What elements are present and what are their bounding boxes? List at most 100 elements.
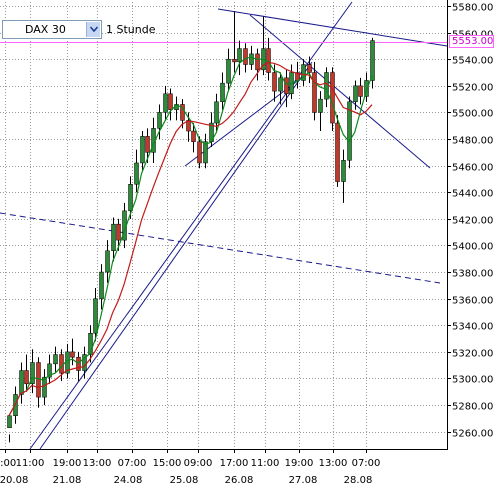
candlestick [24,354,29,392]
candlestick [191,123,196,153]
time-axis-label: 07:00 [352,458,381,469]
candlestick [364,72,369,102]
candlestick [341,149,346,203]
candlestick [335,115,340,187]
trendline [217,8,448,47]
candlestick [88,325,93,363]
time-axis-label: 5:00 [0,458,16,469]
time-axis-label: 13:00 [83,458,112,469]
moving-average-fast [8,56,373,416]
timeframe-label: 1 Stunde [106,22,156,36]
candlestick [266,37,271,81]
candlestick [232,11,237,73]
price-axis-label: 5500.00 [452,109,493,120]
candlestick [111,217,116,262]
current-price-badge: 5553.00 [449,35,494,48]
candlestick [358,77,363,105]
time-axis-label: 19:00 [285,458,314,469]
candlestick [157,104,162,140]
candlestick [36,357,41,408]
price-axis-label: 5260.00 [452,429,493,440]
axes [0,0,451,453]
candlestick [70,338,75,366]
moving-average-slow [8,61,373,416]
candlestick [13,386,18,424]
candlestick [237,40,242,76]
price-axis-label: 5320.00 [452,349,493,360]
candlestick [278,72,283,105]
candlestick [370,37,375,89]
candlestick [42,369,47,406]
candlestick [318,91,323,132]
candlestick [53,346,58,372]
candlestick [93,288,98,342]
candlestick [289,64,294,100]
candlestick [324,67,329,108]
trendline [0,212,441,284]
price-axis-labels: 5580.005560.005540.005520.005500.005480.… [452,3,493,440]
date-axis-label: 28.08 [344,475,373,486]
price-axis-label: 5400.00 [452,242,493,253]
time-axis-label: 09:00 [184,458,213,469]
candlestick [203,133,208,169]
time-axis-label: 17:00 [220,458,249,469]
candlestick [353,80,358,110]
candlestick [7,415,12,443]
symbol-select[interactable]: DAX 30 [2,19,102,39]
chevron-down-icon[interactable] [86,21,100,37]
price-axis-label: 5300.00 [452,375,493,386]
candlestick [47,354,52,384]
date-axis-label: 21.08 [53,475,82,486]
price-axis-label: 5440.00 [452,189,493,200]
price-axis-label: 5520.00 [452,83,493,94]
candlestick [255,48,260,81]
date-axis-label: 20.08 [0,475,28,486]
time-axis-label: 13:00 [319,458,348,469]
candlestick [105,240,110,283]
candlestick [220,72,225,110]
time-axis-label: 11:00 [251,458,280,469]
candlestick [99,264,104,310]
candlestick [19,362,24,404]
candlesticks [7,11,375,443]
time-axis-label: 11:00 [16,458,45,469]
trendline [249,14,431,169]
candlestick [312,61,317,121]
date-axis-label: 26.08 [225,475,254,486]
candlestick [301,59,306,86]
candlestick [82,346,87,379]
candlestick [307,56,312,84]
candlestick [134,149,139,193]
time-axis-labels: 5:0011:0019:0013:0007:0015:0009:0017:001… [0,458,380,486]
date-axis-label: 27.08 [289,475,318,486]
price-axis-label: 5420.00 [452,216,493,227]
date-axis-label: 24.08 [114,475,143,486]
candlestick [76,351,81,382]
price-axis-label: 5460.00 [452,163,493,174]
candlestick [128,176,133,219]
price-axis-label: 5380.00 [452,269,493,280]
trendline [39,61,313,450]
price-axis-label: 5360.00 [452,296,493,307]
time-axis-label: 19:00 [53,458,82,469]
moving-averages [8,56,373,416]
price-axis-label: 5480.00 [452,136,493,147]
candlestick [214,93,219,132]
symbol-label: DAX 30 [25,22,66,36]
chart-grid [0,2,447,449]
candlestick [226,48,231,92]
chart-toolbar: DAX 30 1 Stunde [2,18,155,40]
time-axis-label: 07:00 [118,458,147,469]
candlestick [197,136,202,169]
candlestick [347,96,352,169]
price-axis-label: 5280.00 [452,402,493,413]
price-axis-label: 5580.00 [452,3,493,14]
trendlines [0,1,448,450]
candlestick [163,85,168,121]
price-axis-label: 5540.00 [452,56,493,67]
time-axis-label: 15:00 [153,458,182,469]
date-axis-label: 25.08 [170,475,199,486]
candlestick [168,88,173,121]
price-axis-label: 5340.00 [452,322,493,333]
